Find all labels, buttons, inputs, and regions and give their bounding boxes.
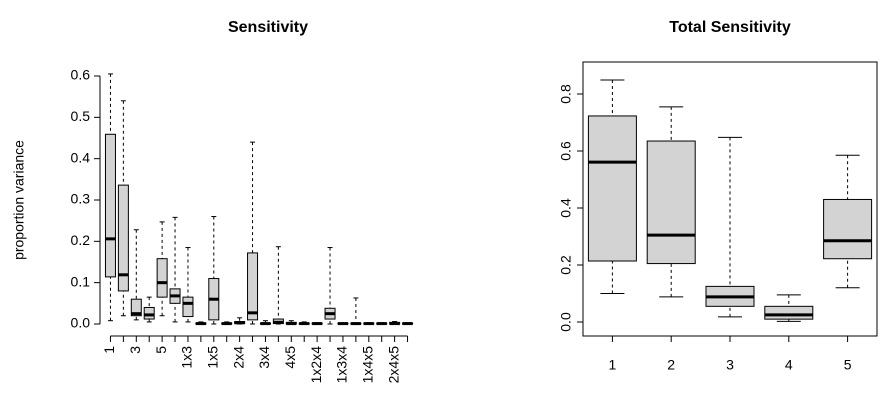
x-tick-label: 2x4 [230, 346, 246, 369]
x-tick-label: 2x4x5 [385, 346, 401, 384]
x-tick-label: 2 [667, 357, 675, 373]
x-tick-label: 5 [844, 357, 852, 373]
box [182, 296, 194, 318]
y-tick-label: 0.5 [71, 108, 91, 124]
x-tick-label: 1x2x4 [308, 346, 324, 384]
box [247, 252, 259, 321]
box [823, 198, 873, 260]
x-tick-label: 1 [101, 346, 117, 354]
box [587, 115, 637, 262]
x-tick-label: 3x4 [256, 346, 272, 369]
y-tick-label: 0.1 [71, 273, 91, 289]
box [143, 306, 155, 320]
box [156, 258, 168, 298]
y-tick-label: 0.6 [558, 141, 574, 161]
y-tick-label: 0.4 [558, 198, 574, 218]
box [117, 184, 129, 292]
y-tick-label: 0.3 [71, 191, 91, 207]
x-tick-label: 4 [785, 357, 793, 373]
y-tick-label: 0.0 [71, 315, 91, 331]
chart-title: Sensitivity [228, 19, 308, 36]
y-tick-label: 0.2 [71, 232, 91, 248]
y-tick-label: 0.4 [71, 149, 91, 165]
x-tick-label: 1x5 [204, 346, 220, 369]
box [130, 298, 142, 317]
x-tick-label: 5 [153, 346, 169, 354]
y-tick-label: 0.8 [558, 84, 574, 104]
x-tick-label: 1 [609, 357, 617, 373]
x-tick-label: 3 [726, 357, 734, 373]
x-tick-label: 1x4x5 [359, 346, 375, 384]
x-tick-label: 1x3x4 [334, 346, 350, 384]
y-tick-label: 0.6 [71, 67, 91, 83]
box [764, 305, 814, 320]
box [104, 133, 116, 278]
x-tick-label: 4x5 [282, 346, 298, 369]
x-tick-label: 1x3 [179, 346, 195, 369]
y-tick-label: 0.0 [558, 312, 574, 332]
chart-title: Total Sensitivity [669, 19, 791, 36]
x-tick-label: 3 [127, 346, 143, 354]
y-tick-label: 0.2 [558, 255, 574, 275]
y-axis-label: proportion variance [11, 140, 27, 260]
box [646, 140, 696, 265]
